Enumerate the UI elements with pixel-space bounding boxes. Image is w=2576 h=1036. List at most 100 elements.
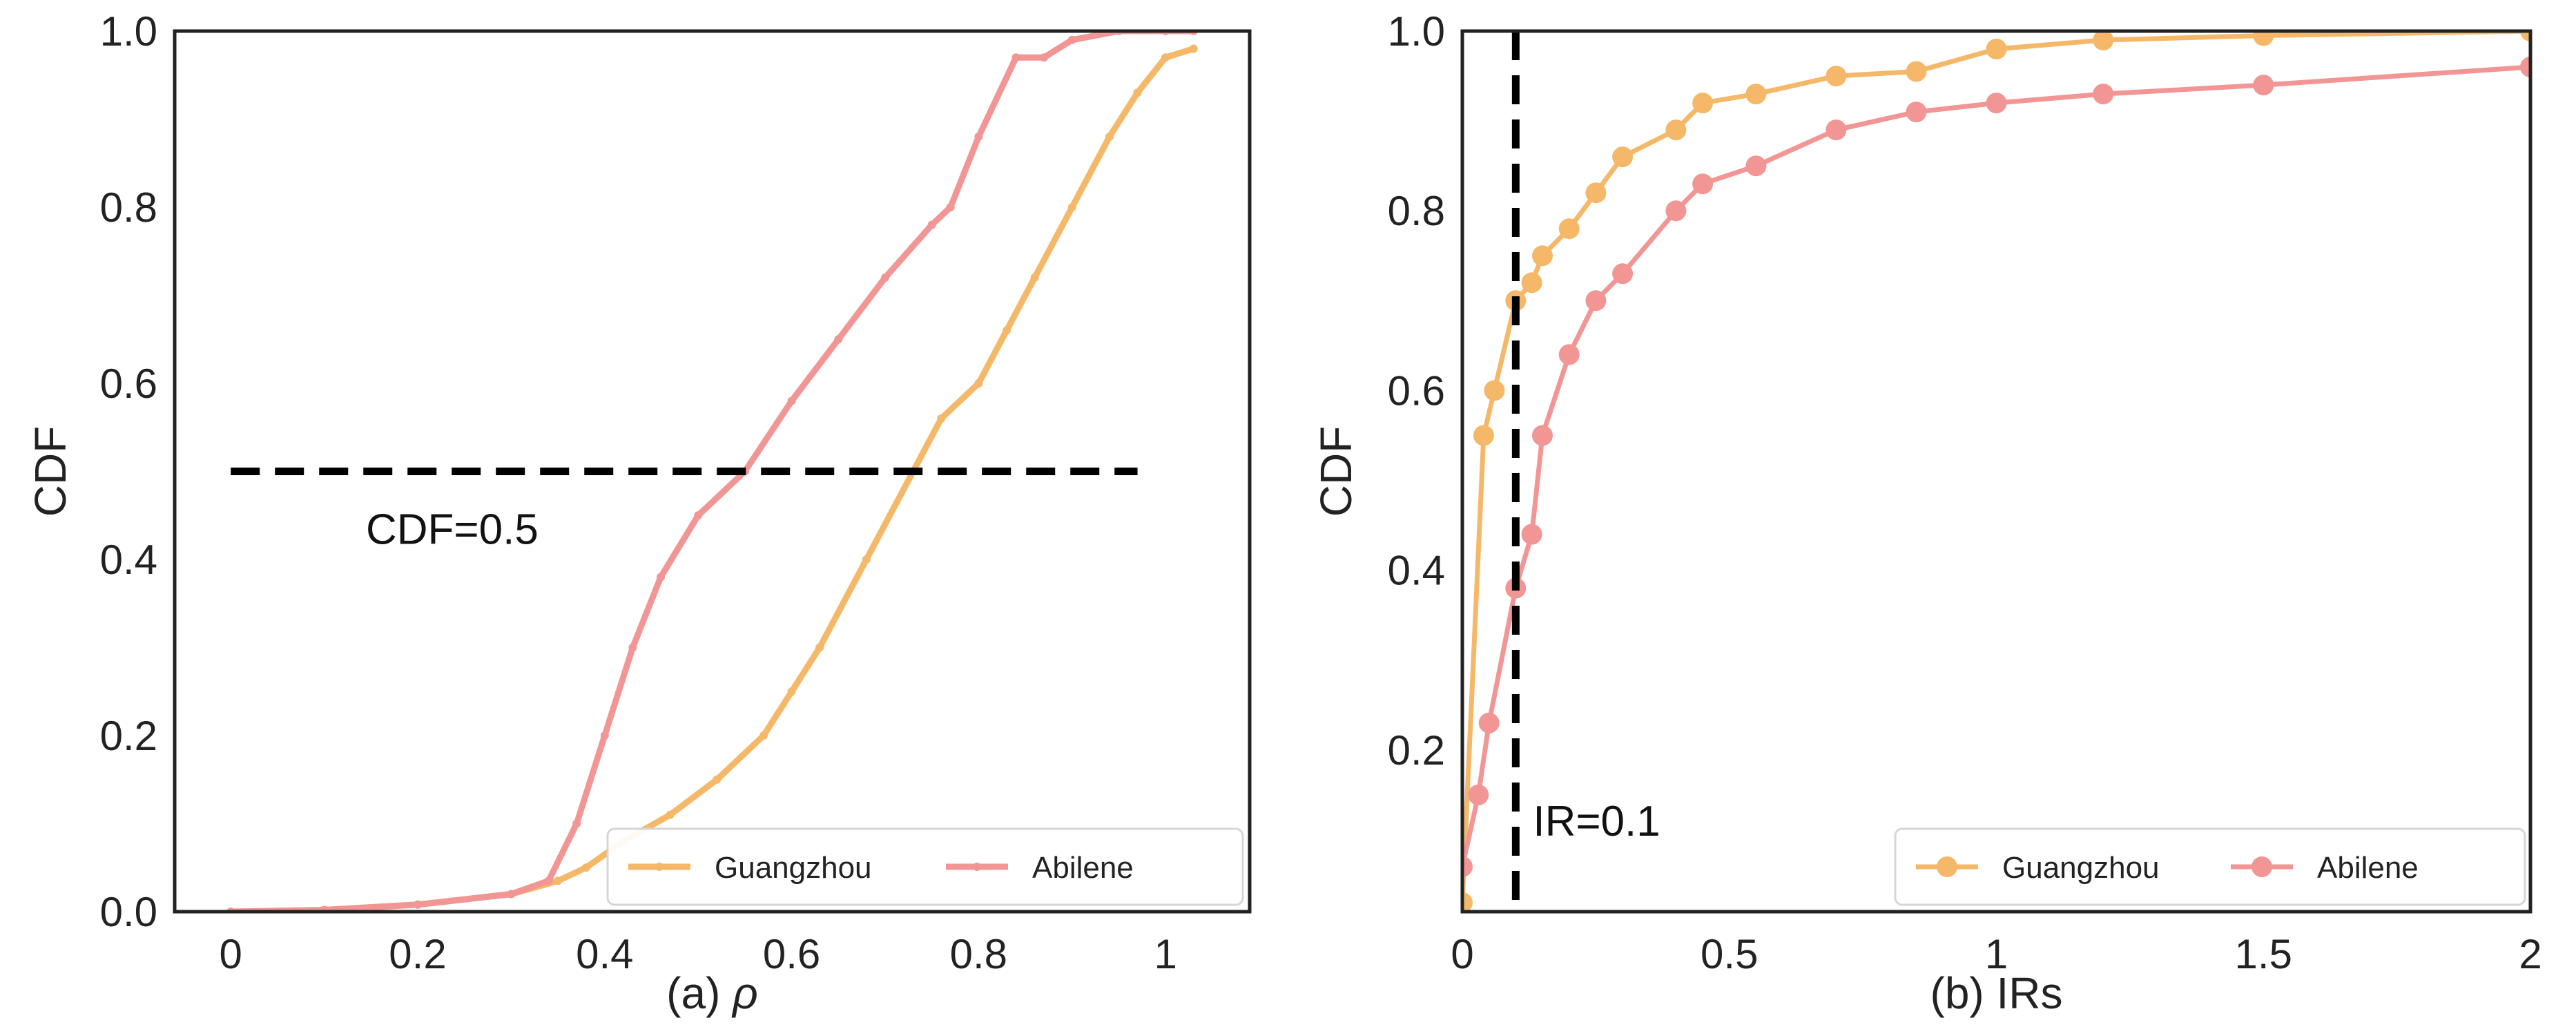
chart-a-legend-marker-abilene	[973, 863, 981, 871]
chart-b-point-abilene-7	[1585, 290, 1607, 311]
chart-a-legend-label-abilene: Abilene	[1032, 851, 1134, 885]
chart-a-point-abilene-11	[787, 396, 796, 405]
chart-a-x-axis-label-prefix: (a)	[666, 968, 733, 1018]
chart-b-point-abilene-13	[1906, 102, 1927, 123]
chart-b-point-abilene-4	[1521, 524, 1542, 545]
chart-a-point-guangzhou-17	[1030, 274, 1039, 282]
chart-b-legend-label-abilene: Abilene	[2317, 851, 2419, 885]
chart-b-point-guangzhou-17	[2520, 31, 2530, 41]
chart-b-x-tick-label: 0	[1451, 931, 1473, 977]
chart-a-point-guangzhou-16	[1003, 326, 1011, 335]
chart-b-point-guangzhou-4	[1521, 272, 1542, 294]
chart-b-y-tick-label: 0.4	[1388, 548, 1445, 594]
chart-b-x-tick-label: 0.5	[1701, 931, 1758, 977]
chart-b-series-line-abilene	[1462, 64, 2530, 870]
chart-b-point-abilene-11	[1745, 155, 1767, 177]
chart-b-point-guangzhou-5	[1532, 245, 1553, 267]
chart-a-point-guangzhou-7	[666, 810, 675, 819]
chart-a-x-ticks: 0 0.2 0.4 0.6 0.8 1	[220, 931, 1177, 977]
chart-a-point-abilene-2	[414, 900, 422, 909]
chart-a-point-guangzhou-11	[815, 643, 824, 652]
chart-b-point-abilene-16	[2253, 75, 2274, 96]
chart-a-x-tick-label: 1	[1154, 931, 1176, 977]
chart-a-y-axis-label: CDF	[26, 426, 75, 517]
chart-b-point-guangzhou-14	[1986, 39, 2007, 59]
chart-b-reference-label: IR=0.1	[1533, 798, 1660, 845]
chart-a-y-tick-label: 0.4	[100, 537, 157, 583]
chart-b-point-guangzhou-7	[1585, 182, 1607, 204]
chart-b-point-abilene-15	[2093, 84, 2114, 105]
chart-a-point-guangzhou-4	[554, 876, 563, 885]
chart-b-x-tick-label: 2	[2519, 931, 2541, 977]
chart-b-point-guangzhou-13	[1906, 61, 1927, 82]
chart-b-point-guangzhou-11	[1745, 84, 1767, 105]
chart-b-point-abilene-17	[2520, 57, 2530, 77]
chart-a-y-tick-label: 1.0	[100, 8, 157, 55]
chart-a-reference-layer: CDF=0.5	[231, 468, 1138, 554]
chart-a-legend: Guangzhou Abilene	[606, 827, 1244, 906]
chart-b-y-axis-label: CDF	[1311, 426, 1361, 517]
chart-a-reference-label: CDF=0.5	[366, 506, 539, 554]
chart-a-point-abilene-4	[544, 876, 553, 885]
chart-a-x-tick-label: 0	[220, 931, 242, 977]
chart-a-x-tick-label: 0.4	[576, 931, 633, 977]
chart-a-point-guangzhou-8	[713, 775, 722, 784]
chart-b-x-ticks: 0 0.5 1 1.5 2	[1451, 931, 2541, 977]
chart-b-point-guangzhou-6	[1558, 218, 1580, 240]
chart-a-point-abilene-17	[1011, 53, 1020, 62]
chart-a-y-ticks: 0.0 0.2 0.4 0.6 0.8 1.0	[100, 8, 157, 935]
chart-b-point-guangzhou-10	[1692, 93, 1714, 114]
chart-b-x-axis-label: (b) IRs	[1930, 968, 2063, 1018]
chart-a: CDF=0.5 0 0.2 0.4 0.6 0.8 1 0.0 0.2 0.4 0.6 0.8 1.…	[26, 8, 1252, 1018]
chart-a-legend-label-guangzhou: Guangzhou	[715, 851, 872, 885]
chart-b-point-abilene-9	[1665, 200, 1687, 222]
chart-b-legend-label-guangzhou: Guangzhou	[2002, 851, 2160, 885]
chart-a-point-guangzhou-10	[787, 687, 796, 696]
chart-a-x-tick-label: 0.6	[763, 931, 820, 977]
chart-a-point-abilene-8	[657, 573, 665, 582]
chart-a-plot-frame	[173, 29, 1252, 914]
chart-b-point-guangzhou-12	[1826, 66, 1847, 87]
chart-b-point-abilene-2	[1478, 712, 1500, 733]
chart-a-point-guangzhou-19	[1105, 133, 1114, 141]
chart-a-point-abilene-12	[834, 335, 843, 344]
chart-b-point-guangzhou-8	[1612, 146, 1634, 168]
chart-b-reference-layer: IR=0.1	[1511, 31, 1660, 912]
chart-a-point-abilene-9	[694, 511, 703, 520]
chart-a-point-guangzhou-15	[974, 379, 983, 387]
chart-a-point-abilene-15	[946, 203, 955, 211]
chart-a-point-abilene-14	[927, 220, 936, 229]
chart-a-point-guangzhou-5	[581, 863, 590, 872]
chart-a-legend-marker-guangzhou	[655, 863, 664, 871]
chart-a-x-axis-label-symbol: ρ	[731, 968, 758, 1018]
chart-b-point-guangzhou-2	[1484, 380, 1505, 401]
chart-b-y-tick-label: 0.6	[1388, 367, 1445, 414]
chart-a-point-guangzhou-9	[759, 731, 768, 740]
chart-a-point-abilene-18	[1040, 53, 1049, 62]
chart-b-point-guangzhou-16	[2253, 31, 2274, 46]
chart-b-plot-frame	[1460, 29, 2533, 914]
chart-b-y-tick-label: 0.2	[1388, 727, 1445, 774]
chart-b-point-abilene-12	[1826, 119, 1847, 141]
chart-a-point-abilene-6	[600, 731, 609, 740]
chart-a-point-abilene-3	[507, 890, 516, 899]
chart-a-point-guangzhou-20	[1133, 88, 1142, 97]
chart-b-point-abilene-0	[1462, 856, 1473, 877]
chart-a-point-guangzhou-12	[862, 555, 871, 564]
chart-b-point-guangzhou-9	[1665, 119, 1687, 141]
chart-a-x-axis-label: (a) ρ	[666, 968, 758, 1018]
chart-b-legend: Guangzhou Abilene	[1894, 827, 2526, 906]
chart-b-series-layer	[1462, 31, 2530, 912]
chart-b-point-abilene-6	[1558, 344, 1580, 365]
chart-b-y-tick-label: 0.8	[1388, 188, 1445, 234]
chart-a-legend-box	[606, 827, 1244, 906]
chart-b-point-abilene-8	[1612, 263, 1634, 285]
chart-b-point-guangzhou-1	[1473, 425, 1494, 446]
chart-b-point-abilene-5	[1532, 425, 1553, 446]
chart-a-y-tick-label: 0.2	[100, 713, 157, 759]
chart-b-y-ticks: 0.2 0.4 0.6 0.8 1.0	[1388, 8, 1445, 774]
chart-a-y-tick-label: 0.6	[100, 361, 157, 407]
chart-a-series-line-guangzhou	[227, 46, 1197, 912]
chart-b-point-guangzhou-15	[2093, 31, 2114, 50]
